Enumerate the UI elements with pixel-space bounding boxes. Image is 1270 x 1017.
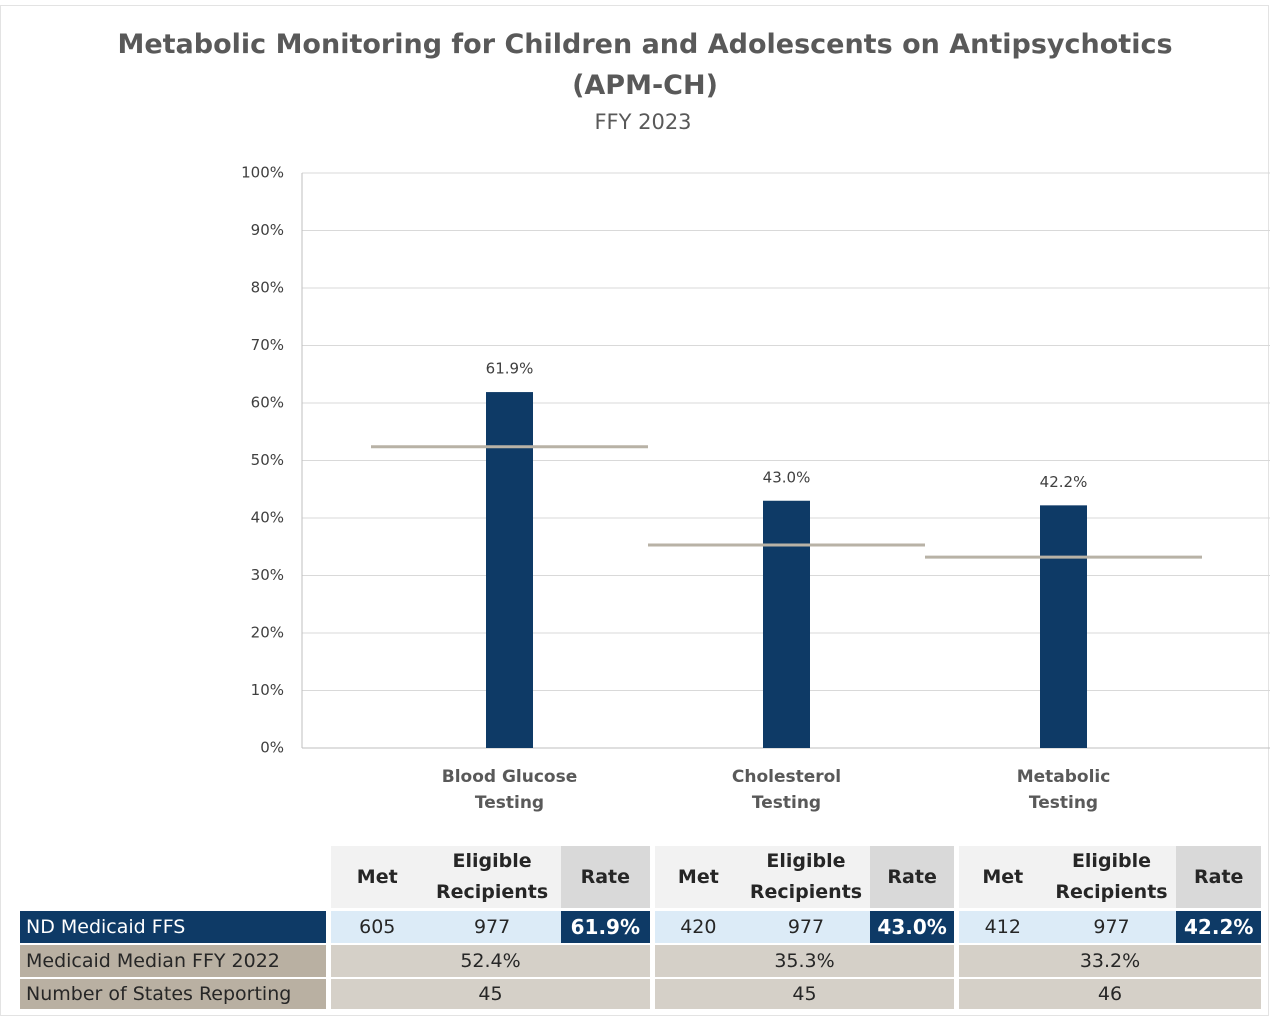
x-tick-label: Metabolic Testing [1016, 767, 1111, 813]
table-cell: 42.2% [1176, 911, 1261, 943]
x-tick-label: Blood Glucose Testing [441, 767, 578, 813]
bar [486, 392, 533, 748]
data-label: 42.2% [1040, 473, 1088, 491]
frame [0, 5, 1269, 1016]
y-tick-label: 70% [251, 336, 284, 354]
chart-title: Metabolic Monitoring for Children and Ad… [117, 29, 1173, 101]
table-cell: 35.3% [655, 945, 954, 977]
column-header: Met [331, 846, 424, 908]
row-label: ND Medicaid FFS [20, 911, 326, 943]
data-label: 61.9% [486, 360, 534, 378]
column-header: Met [959, 846, 1047, 908]
bar [763, 500, 810, 748]
y-tick-label: 30% [251, 566, 284, 584]
column-header: Rate [870, 846, 954, 908]
table-cell: 412 [959, 911, 1047, 943]
table-cell: 52.4% [331, 945, 650, 977]
x-tick-label: Cholesterol Testing [731, 767, 842, 813]
y-tick-label: 20% [251, 624, 284, 642]
y-tick-label: 40% [251, 509, 284, 527]
table-cell: 977 [423, 911, 561, 943]
table-cell: 605 [331, 911, 424, 943]
y-tick-label: 90% [251, 221, 284, 239]
column-header: Met [655, 846, 742, 908]
y-tick-label: 80% [251, 279, 284, 297]
column-header: Rate [1176, 846, 1261, 908]
column-header: Eligible Recipients [1046, 846, 1177, 908]
y-tick-label: 50% [251, 451, 284, 469]
table-cell: 977 [741, 911, 871, 943]
table-cell: 420 [655, 911, 742, 943]
y-tick-label: 100% [241, 164, 284, 182]
table-cell: 45 [655, 979, 954, 1009]
column-header: Eligible Recipients [741, 846, 871, 908]
row-label: Number of States Reporting [20, 979, 326, 1009]
table-cell: 45 [331, 979, 650, 1009]
column-header: Eligible Recipients [423, 846, 561, 908]
chart-subtitle: FFY 2023 [594, 110, 692, 134]
table-cell: 61.9% [560, 911, 650, 943]
column-header: Rate [560, 846, 650, 908]
bar [1040, 505, 1087, 748]
y-tick-label: 0% [260, 739, 284, 757]
table-cell: 43.0% [870, 911, 954, 943]
table-cell: 46 [959, 979, 1261, 1009]
y-tick-label: 10% [251, 681, 284, 699]
y-tick-label: 60% [251, 394, 284, 412]
table-cell: 977 [1046, 911, 1177, 943]
data-label: 43.0% [763, 468, 811, 486]
table-cell: 33.2% [959, 945, 1261, 977]
row-label: Medicaid Median FFY 2022 [20, 945, 326, 977]
